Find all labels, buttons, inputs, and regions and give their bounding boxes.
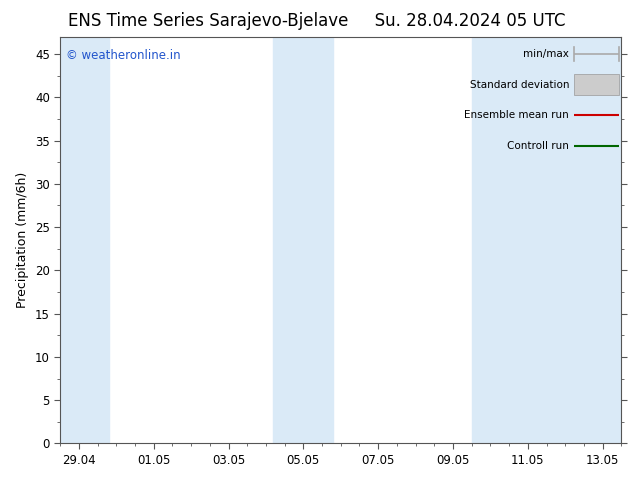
Text: Standard deviation: Standard deviation: [470, 79, 569, 90]
Bar: [60, 37, 109, 443]
Text: min/max: min/max: [523, 49, 569, 59]
Text: © weatheronline.in: © weatheronline.in: [66, 49, 181, 62]
Bar: [472, 37, 621, 443]
Text: ENS Time Series Sarajevo-Bjelave     Su. 28.04.2024 05 UTC: ENS Time Series Sarajevo-Bjelave Su. 28.…: [68, 12, 566, 30]
Y-axis label: Precipitation (mm/6h): Precipitation (mm/6h): [16, 172, 29, 308]
Bar: [273, 37, 333, 443]
Text: Controll run: Controll run: [507, 141, 569, 150]
Text: Ensemble mean run: Ensemble mean run: [464, 110, 569, 120]
Bar: [574, 74, 619, 95]
